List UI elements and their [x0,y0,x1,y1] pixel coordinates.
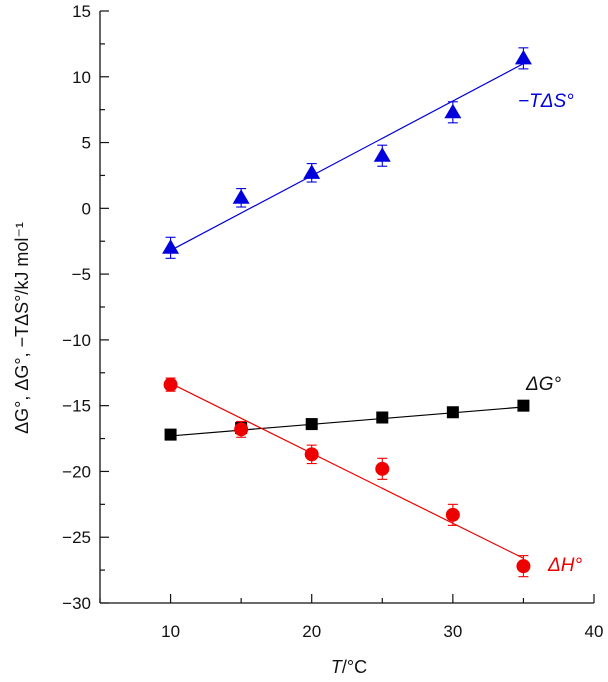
data-point-square [376,411,389,424]
y-tick-label: −5 [72,265,91,284]
data-point-triangle [444,103,462,119]
data-point-circle [234,422,249,437]
x-tick-label: 30 [443,622,462,641]
x-tick-label: 10 [161,622,180,641]
data-point-triangle [162,239,180,254]
series-label-minus-tds: −TΔS° [518,91,574,112]
plot-area: 15 10 5 0 −5 −10 −15 −20 −25 −30 10 20 30 40 [62,2,603,641]
data-point-circle [516,559,531,574]
data-point-triangle [514,49,532,65]
series-label-dh: ΔH° [547,555,582,576]
series-label-dg: ΔG° [525,374,562,395]
fit-line [170,382,524,559]
x-axis-title: T/°C [331,657,367,677]
x-axis-ticks: 10 20 30 40 [99,594,604,641]
x-tick-label: 40 [585,622,604,641]
y-tick-label: −10 [62,331,91,350]
y-tick-label: 0 [82,199,91,218]
series-2 [163,377,531,578]
data-point-square [517,399,530,412]
data-point-circle [304,447,319,462]
y-tick-label: −15 [62,397,91,416]
data-point-square [446,406,459,419]
y-tick-label: 15 [72,2,91,21]
data-point-triangle [232,189,250,204]
data-point-square [164,428,177,441]
y-tick-label: −25 [62,528,91,547]
fit-line [170,406,524,437]
y-tick-label: 10 [72,68,91,87]
data-point-triangle [303,164,321,179]
data-point-triangle [373,147,391,162]
y-tick-label: −30 [62,594,91,613]
series-1 [164,399,530,441]
y-axis-title: ΔG°, ΔG°, −TΔS°/kJ mol⁻¹ [12,222,32,434]
data-point-square [305,418,318,431]
y-tick-label: 5 [82,134,91,153]
y-tick-label: −20 [62,462,91,481]
data-point-circle [163,377,178,392]
data-point-circle [445,507,460,522]
x-tick-label: 20 [302,622,321,641]
y-axis-ticks: 15 10 5 0 −5 −10 −15 −20 −25 −30 [62,2,109,613]
data-point-circle [375,461,390,476]
fit-line [170,63,524,251]
series-0 [162,47,532,259]
series-layer [162,47,532,578]
